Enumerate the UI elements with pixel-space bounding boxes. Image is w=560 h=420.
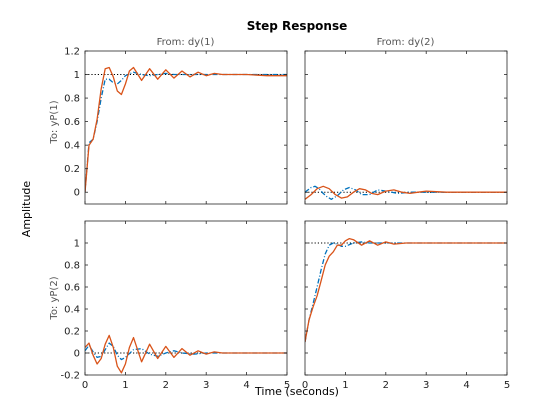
series-line-orange (305, 237, 507, 343)
x-tick-label: 0 (302, 380, 308, 391)
y-tick-label: 0.6 (64, 117, 80, 128)
x-tick-label: 2 (163, 380, 169, 391)
x-tick-label: 3 (203, 380, 209, 391)
x-tick-label: 5 (504, 380, 510, 391)
x-tick-label: 5 (284, 380, 290, 391)
y-tick-label: 0.8 (64, 94, 80, 105)
x-tick-label: 2 (383, 380, 389, 391)
series-line-blue (305, 185, 507, 200)
x-tick-label: 3 (423, 380, 429, 391)
panel-background (305, 221, 507, 375)
x-tick-label: 4 (243, 380, 249, 391)
panel-frame (304, 220, 508, 376)
x-tick-label: 0 (82, 380, 88, 391)
column-title-2: From: dy(2) (377, 37, 435, 48)
y-tick-label: 0.4 (64, 305, 80, 316)
series-line-blue (85, 71, 287, 193)
panel-background (85, 51, 287, 204)
column-title-1: From: dy(1) (157, 37, 215, 48)
x-tick-label: 1 (342, 380, 348, 391)
panel-frame (84, 50, 288, 205)
chart-title: Step Response (247, 19, 347, 33)
series-line-orange (85, 334, 287, 374)
y-tick-label: 0.4 (64, 141, 80, 152)
x-axis-label: Time (seconds) (254, 385, 339, 398)
y-tick-label: 1 (74, 239, 80, 250)
y-tick-label: -0.2 (60, 371, 80, 382)
row-title-1: To: yP(1) (49, 100, 60, 144)
series-line-orange (85, 66, 287, 193)
panel-background (85, 221, 287, 375)
plot-panels: 00.20.40.60.811.2-0.200.20.40.60.810 1 2 3 4… (60, 47, 510, 392)
panel-r1-c2 (304, 50, 508, 205)
y-tick-label: 1 (74, 70, 80, 81)
panel-r2-c2: 0 1 2 3 4 5 (302, 220, 510, 391)
x-tick-label: 4 (463, 380, 469, 391)
y-axis-label: Amplitude (20, 181, 33, 238)
y-tick-label: 0.2 (64, 164, 80, 175)
panel-r2-c1: -0.200.20.40.60.810 1 2 3 4 5 (60, 220, 290, 391)
y-tick-label: 0 (74, 349, 80, 360)
y-tick-label: 1.2 (64, 47, 80, 58)
y-tick-label: 0.8 (64, 261, 80, 272)
panel-frame (84, 220, 288, 376)
series-line-blue (85, 342, 287, 361)
panel-background (305, 51, 507, 204)
panel-frame (304, 50, 508, 205)
series-line-orange (305, 185, 507, 200)
row-title-2: To: yP(2) (49, 276, 60, 320)
y-tick-label: 0.6 (64, 283, 80, 294)
y-tick-label: 0 (74, 188, 80, 199)
x-tick-label: 1 (122, 380, 128, 391)
y-tick-label: 0.2 (64, 327, 80, 338)
panel-r1-c1: 0 0.2 0.4 0.6 0.8 1 1.2 (64, 47, 288, 205)
